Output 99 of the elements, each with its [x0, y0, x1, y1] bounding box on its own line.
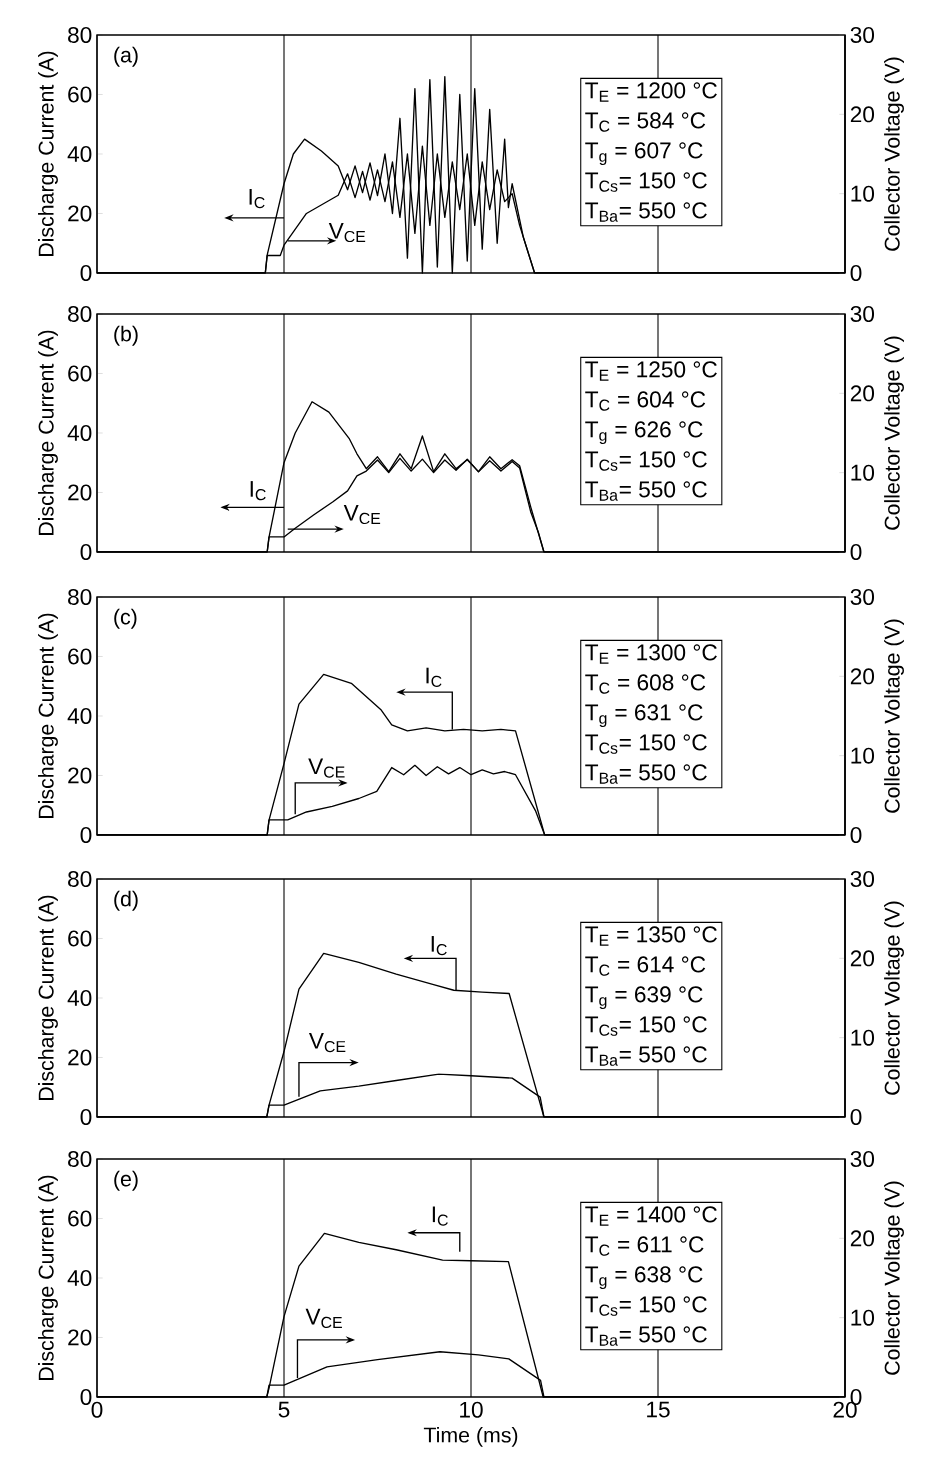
annotation: T$_{Ba}$= 550 °C — [585, 1046, 707, 1066]
annotation: (d) — [114, 890, 138, 911]
y-tick-label: 40 — [67, 989, 92, 1007]
y2-axis-title: Collector Voltage (V) — [884, 901, 904, 1095]
y-axis-title: Discharge Current (A) — [38, 613, 58, 818]
y2-tick-label: 10 — [851, 747, 875, 764]
y2-tick-label: 10 — [851, 1029, 875, 1046]
y-tick-label: 20 — [68, 1049, 92, 1066]
y2-tick-label: 0 — [850, 264, 862, 282]
x-tick-label: 0 — [91, 1401, 103, 1418]
annotation: T$_{Cs}$= 150 °C — [585, 172, 707, 192]
y2-axis-title: Collector Voltage (V) — [884, 336, 904, 530]
y-tick-label: 0 — [80, 543, 92, 561]
series-label: V$_{CE}$ — [308, 758, 345, 778]
y-axis-title: Discharge Current (A) — [38, 895, 58, 1100]
x-tick-label: 10 — [460, 1401, 483, 1418]
y2-tick-label: 10 — [851, 1309, 875, 1326]
legend-label: V$_{CE}$ — [328, 222, 366, 243]
y2-tick-label: 30 — [850, 870, 875, 888]
y2-tick-label: 30 — [850, 588, 875, 606]
annotation: T$_{Cs}$= 150 °C — [585, 734, 707, 754]
series-label: I$_{C}$ — [250, 481, 266, 501]
y2-tick-label: 20 — [850, 950, 875, 967]
y-axis-title: Discharge Current (A) — [38, 330, 58, 535]
y-tick-label: 40 — [67, 707, 92, 725]
y-tick-label: 80 — [68, 870, 92, 888]
y-tick-label: 0 — [80, 1108, 92, 1126]
y2-axis-title: Collector Voltage (V) — [884, 619, 904, 813]
annotation: T$_{g}$ = 607 °C — [585, 142, 703, 165]
annotation: T$_{E}$ = 1250 °C — [585, 361, 717, 381]
annotation: (a) — [114, 46, 138, 67]
annotation: T$_{C}$ = 614 °C — [585, 956, 706, 976]
y-tick-label: 20 — [68, 205, 92, 222]
y-tick-label: 60 — [68, 930, 92, 947]
annotation: T$_{C}$ = 611 °C — [585, 1236, 704, 1256]
series-label: V$_{CE}$ — [308, 1033, 346, 1053]
series-label: I$_{C}$ — [249, 189, 265, 209]
y2-tick-label: 0 — [850, 826, 862, 844]
annotation: T$_{C}$ = 608 °C — [585, 674, 706, 694]
y-axis-title: Discharge Current (A) — [38, 1175, 58, 1380]
y-tick-label: 40 — [67, 1269, 92, 1287]
annotation: (c) — [114, 608, 137, 629]
y-tick-label: 60 — [68, 365, 92, 382]
annotation: T$_{E}$ = 1300 °C — [585, 644, 717, 664]
y2-tick-label: 20 — [850, 1230, 875, 1247]
series-label: V$_{CE}$ — [305, 1308, 342, 1329]
y-tick-label: 40 — [67, 424, 92, 442]
y-axis-title: Discharge Current (A) — [38, 51, 58, 256]
y-tick-label: 20 — [68, 484, 92, 501]
y-tick-label: 60 — [68, 1210, 92, 1227]
annotation: T$_{g}$ = 638 °C — [585, 1266, 703, 1289]
legend-label: V$_{CE}$ — [343, 504, 381, 525]
y2-tick-label: 20 — [850, 668, 875, 685]
annotation: T$_{Cs}$= 150 °C — [585, 1296, 707, 1316]
y2-tick-label: 10 — [851, 185, 875, 202]
annotation: T$_{E}$ = 1350 °C — [585, 926, 717, 946]
y2-axis-title: Collector Voltage (V) — [884, 57, 904, 251]
y-tick-label: 20 — [68, 767, 92, 784]
x-tick-label: 15 — [647, 1401, 670, 1418]
y-tick-label: 60 — [68, 648, 92, 665]
annotation: T$_{g}$ = 626 °C — [585, 421, 703, 444]
y-tick-label: 0 — [80, 1388, 92, 1406]
annotation: T$_{C}$ = 584 °C — [585, 112, 706, 132]
y-tick-label: 60 — [68, 86, 92, 103]
y-tick-label: 80 — [68, 26, 92, 44]
legend-label: I$_{C}$ — [426, 667, 442, 687]
y2-tick-label: 0 — [850, 1108, 862, 1126]
annotation: T$_{C}$ = 604 °C — [585, 391, 706, 411]
y2-tick-label: 30 — [850, 26, 875, 44]
annotation: (e) — [114, 1170, 138, 1191]
y-tick-label: 20 — [68, 1329, 92, 1346]
series-label: I$_{C}$ — [432, 1206, 448, 1226]
y-tick-label: 80 — [68, 1150, 92, 1168]
y2-tick-label: 30 — [850, 1150, 875, 1168]
y-tick-label: 80 — [68, 588, 92, 606]
y2-tick-label: 10 — [851, 464, 875, 481]
annotation: (b) — [114, 325, 138, 346]
annotation: T$_{g}$ = 639 °C — [585, 986, 703, 1009]
annotation: T$_{Ba}$= 550 °C — [585, 764, 707, 784]
annotation: T$_{E}$ = 1400 °C — [585, 1206, 717, 1226]
y2-tick-label: 20 — [850, 106, 875, 123]
annotation: T$_{Ba}$= 550 °C — [585, 1326, 707, 1346]
y2-tick-label: 20 — [850, 385, 875, 402]
annotation: T$_{Cs}$= 150 °C — [585, 451, 707, 471]
y2-tick-label: 0 — [850, 543, 862, 561]
y-tick-label: 0 — [80, 264, 92, 282]
y2-tick-label: 30 — [850, 305, 875, 323]
annotation: T$_{E}$ = 1200 °C — [585, 82, 717, 102]
y-tick-label: 80 — [68, 305, 92, 323]
x-axis-title: Time (ms) — [423, 1426, 518, 1447]
y2-axis-title: Collector Voltage (V) — [884, 1181, 904, 1375]
x-tick-label: 5 — [278, 1401, 290, 1418]
annotation: T$_{Cs}$= 150 °C — [585, 1016, 707, 1036]
legend-label: I$_{C}$ — [431, 936, 447, 956]
annotation: T$_{Ba}$= 550 °C — [585, 202, 707, 222]
annotation: T$_{g}$ = 631 °C — [585, 704, 703, 727]
annotation: T$_{Ba}$= 550 °C — [585, 481, 707, 501]
y-tick-label: 0 — [80, 826, 92, 844]
y-tick-label: 40 — [67, 145, 92, 163]
